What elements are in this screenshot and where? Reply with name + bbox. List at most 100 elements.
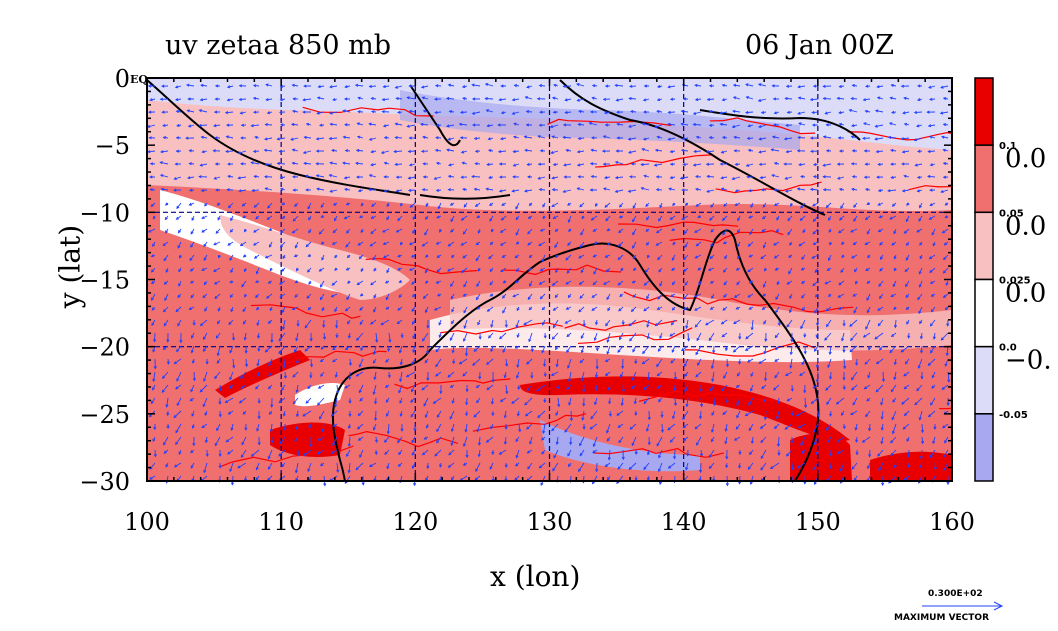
x-tick-label: 120 — [392, 508, 438, 536]
contour-line — [730, 297, 854, 313]
wind-vector-head — [347, 425, 351, 430]
wind-vector — [553, 319, 559, 328]
wind-vector-head — [462, 293, 466, 297]
wind-vector-head — [475, 258, 479, 262]
wind-vector-head — [550, 150, 554, 155]
wind-vector-head — [330, 451, 334, 454]
wind-vector-head — [230, 308, 234, 313]
wind-vector-head — [244, 229, 247, 233]
wind-vector-head — [553, 83, 557, 87]
wind-vector — [303, 98, 312, 101]
wind-vector-head — [721, 98, 726, 102]
wind-vector-head — [850, 229, 854, 233]
wind-vector — [292, 306, 299, 310]
wind-vector-head — [758, 162, 763, 166]
wind-vector-head — [941, 230, 946, 234]
wind-vector-head — [465, 454, 469, 459]
wind-vector-head — [368, 122, 372, 126]
wind-vector-head — [354, 83, 359, 87]
wind-vector-head — [903, 230, 908, 234]
wind-vector-head — [565, 148, 569, 153]
wind-vector — [733, 84, 741, 87]
wind-vector-head — [863, 122, 867, 126]
wind-vector-head — [617, 466, 621, 470]
wind-vector — [681, 149, 689, 152]
wind-vector-head — [814, 294, 819, 298]
wind-vector — [538, 241, 546, 246]
wind-vector-head — [775, 229, 780, 233]
wind-vector — [176, 202, 182, 209]
wind-vector-head — [567, 202, 571, 206]
wind-vector — [816, 371, 819, 382]
wind-vector-head — [588, 121, 592, 125]
wind-vector-head — [447, 243, 451, 247]
wind-vector — [799, 163, 806, 166]
wind-vector-head — [812, 467, 816, 471]
wind-vector — [657, 384, 663, 389]
wind-vector-head — [412, 349, 416, 354]
wind-vector-head — [735, 267, 740, 271]
wind-vector-head — [851, 175, 856, 179]
wind-vector-head — [256, 307, 260, 311]
wind-vector — [787, 215, 793, 221]
wind-vector-head — [163, 450, 167, 454]
wind-vector — [581, 345, 585, 353]
wind-vector-head — [373, 268, 377, 272]
wind-vector-head — [669, 216, 673, 220]
y-tick-label: −20 — [79, 334, 130, 362]
wind-vector-head — [667, 122, 671, 126]
wind-vector — [668, 462, 676, 469]
wind-vector — [606, 293, 611, 300]
wind-vector-head — [750, 204, 754, 209]
wind-vector — [406, 371, 416, 378]
wind-vector-head — [582, 403, 586, 407]
wind-vector-head — [424, 232, 428, 236]
wind-vector-head — [361, 482, 365, 486]
wind-vector-head — [344, 308, 349, 312]
wind-vector-head — [276, 161, 281, 166]
x-tick-label: 110 — [258, 508, 304, 536]
wind-vector-head — [162, 123, 166, 127]
wind-vector — [421, 85, 429, 88]
wind-vector-head — [904, 361, 908, 365]
wind-vector-head — [867, 375, 871, 379]
wind-vector-head — [459, 110, 464, 114]
wind-vector-head — [333, 218, 337, 222]
wind-vector-head — [356, 426, 361, 430]
wind-vector-head — [828, 217, 831, 221]
wind-vector — [683, 423, 689, 429]
wind-vector-head — [733, 437, 738, 441]
wind-vector-head — [150, 400, 154, 405]
wind-vector-head — [370, 150, 374, 154]
wind-vector — [918, 306, 923, 314]
wind-vector — [292, 84, 299, 87]
wind-vector-head — [761, 216, 766, 220]
wind-vector-head — [410, 414, 414, 418]
wind-vector-head — [800, 205, 804, 209]
wind-vector-head — [694, 307, 698, 311]
wind-vector — [449, 410, 455, 420]
wind-vector — [238, 176, 247, 179]
wind-vector — [526, 358, 533, 365]
wind-vector-head — [264, 187, 268, 191]
wind-vector-head — [710, 439, 714, 443]
wind-vector-head — [458, 361, 463, 365]
wind-vector-head — [906, 321, 910, 325]
wind-vector — [797, 111, 806, 115]
colorbar-small-label: 0.0 — [999, 343, 1017, 354]
wind-vector-head — [276, 137, 280, 141]
wind-vector-head — [773, 242, 777, 246]
wind-vector — [461, 215, 468, 221]
wind-vector-head — [828, 229, 832, 233]
wind-vector-head — [723, 282, 727, 286]
wind-vector-head — [607, 477, 610, 481]
wind-vector — [163, 306, 169, 313]
wind-vector — [876, 358, 884, 364]
wind-vector-head — [413, 482, 417, 487]
wind-vector — [463, 280, 468, 287]
wind-vector — [523, 319, 533, 325]
vector-key-value: 0.300E+02 — [928, 589, 983, 599]
wind-vector — [536, 384, 546, 392]
wind-vector — [504, 436, 507, 445]
wind-vector — [396, 97, 403, 100]
